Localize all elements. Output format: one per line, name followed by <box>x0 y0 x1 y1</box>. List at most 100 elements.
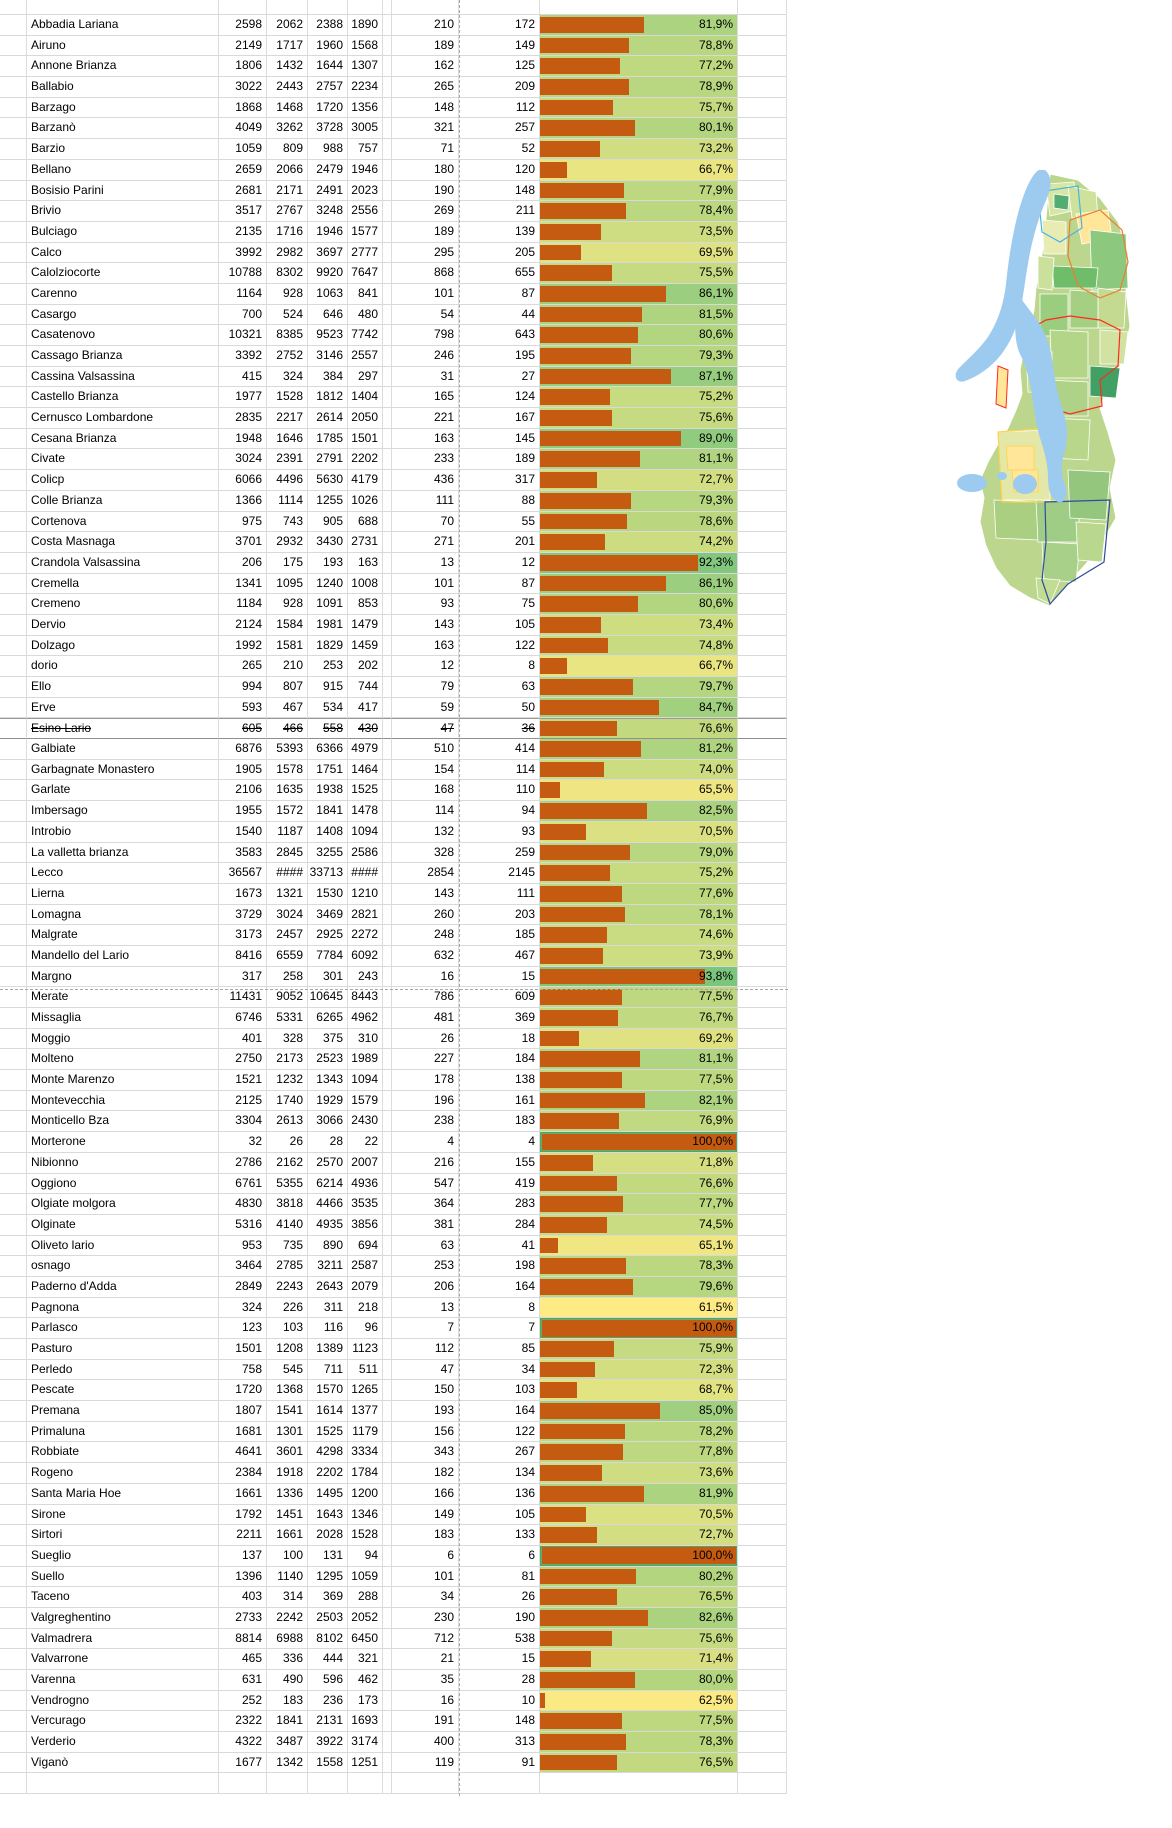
cell-row-margin[interactable] <box>0 180 27 202</box>
cell-v4[interactable]: 3174 <box>348 1732 383 1753</box>
cell-row-margin[interactable] <box>0 1732 27 1753</box>
cell-v5[interactable]: 35 <box>392 1670 459 1691</box>
cell-empty[interactable] <box>348 0 383 15</box>
cell-percent-bar[interactable]: 68,7% <box>540 1380 738 1402</box>
cell-v2[interactable]: 2066 <box>267 159 308 181</box>
cell-v3[interactable]: 534 <box>308 697 348 719</box>
cell-row-margin[interactable] <box>0 1318 27 1339</box>
cell-comune[interactable]: Abbadia Lariana <box>27 15 219 36</box>
cell-v3[interactable]: 2791 <box>308 449 348 471</box>
cell-v5[interactable]: 63 <box>392 1235 459 1257</box>
cell-comune[interactable]: Valgreghentino <box>27 1607 219 1629</box>
cell-v6[interactable]: 88 <box>459 490 540 512</box>
cell-comune[interactable]: Cassina Valsassina <box>27 366 219 388</box>
cell-v4[interactable]: 1568 <box>348 35 383 57</box>
cell-comune[interactable]: Monte Marenzo <box>27 1070 219 1091</box>
cell-v4[interactable]: 94 <box>348 1545 383 1567</box>
cell-empty-right[interactable] <box>738 159 787 181</box>
cell-percent-bar[interactable]: 78,4% <box>540 201 738 222</box>
cell-v5[interactable]: 162 <box>392 56 459 78</box>
cell-percent-bar[interactable]: 74,5% <box>540 1214 738 1236</box>
cell-v3[interactable]: 6214 <box>308 1173 348 1195</box>
cell-v1[interactable]: 1366 <box>219 490 267 512</box>
cell-empty-right[interactable] <box>738 1587 787 1608</box>
cell-v2[interactable]: 1321 <box>267 883 308 905</box>
cell-v6[interactable]: 284 <box>459 1214 540 1236</box>
cell-v4[interactable]: 1464 <box>348 759 383 781</box>
cell-v1[interactable]: 1720 <box>219 1380 267 1402</box>
cell-percent-bar[interactable]: 78,3% <box>540 1732 738 1753</box>
cell-v3[interactable]: 1408 <box>308 821 348 843</box>
cell-empty[interactable] <box>383 1773 392 1795</box>
cell-spacer[interactable] <box>383 304 392 326</box>
cell-v6[interactable]: 136 <box>459 1483 540 1505</box>
cell-v6[interactable]: 195 <box>459 346 540 367</box>
cell-empty-right[interactable] <box>738 325 787 346</box>
cell-row-margin[interactable] <box>0 1173 27 1195</box>
cell-v2[interactable]: 6988 <box>267 1628 308 1650</box>
cell-v6[interactable]: 87 <box>459 283 540 305</box>
cell-row-margin[interactable] <box>0 1090 27 1112</box>
cell-comune[interactable]: Morterone <box>27 1132 219 1153</box>
cell-comune[interactable]: Perledo <box>27 1359 219 1381</box>
cell-comune[interactable]: Pasturo <box>27 1339 219 1360</box>
cell-v5[interactable]: 216 <box>392 1152 459 1174</box>
cell-comune[interactable]: Casargo <box>27 304 219 326</box>
cell-comune[interactable]: Paderno d'Adda <box>27 1276 219 1298</box>
cell-spacer[interactable] <box>383 139 392 160</box>
cell-v2[interactable]: 2752 <box>267 346 308 367</box>
cell-v5[interactable]: 148 <box>392 97 459 119</box>
cell-comune[interactable]: Oliveto lario <box>27 1235 219 1257</box>
cell-v4[interactable]: 1026 <box>348 490 383 512</box>
cell-v5[interactable]: 163 <box>392 428 459 450</box>
cell-percent-bar[interactable]: 61,5% <box>540 1297 738 1319</box>
cell-spacer[interactable] <box>383 159 392 181</box>
cell-v3[interactable]: 711 <box>308 1359 348 1381</box>
cell-percent-bar[interactable]: 76,9% <box>540 1111 738 1133</box>
cell-v5[interactable]: 193 <box>392 1401 459 1422</box>
cell-v4[interactable]: 1200 <box>348 1483 383 1505</box>
cell-v1[interactable]: 465 <box>219 1649 267 1670</box>
cell-v4[interactable]: 297 <box>348 366 383 388</box>
cell-spacer[interactable] <box>383 1504 392 1526</box>
cell-comune[interactable]: Merate <box>27 987 219 1008</box>
cell-spacer[interactable] <box>383 677 392 698</box>
cell-v3[interactable]: 3922 <box>308 1732 348 1753</box>
cell-v6[interactable]: 27 <box>459 366 540 388</box>
cell-empty-right[interactable] <box>738 677 787 698</box>
cell-v3[interactable]: 384 <box>308 366 348 388</box>
cell-v3[interactable]: 369 <box>308 1587 348 1608</box>
cell-comune[interactable]: Ello <box>27 677 219 698</box>
cell-spacer[interactable] <box>383 366 392 388</box>
cell-spacer[interactable] <box>383 15 392 36</box>
cell-percent-bar[interactable]: 71,4% <box>540 1649 738 1670</box>
cell-v3[interactable]: 6265 <box>308 1008 348 1029</box>
cell-comune[interactable]: Bellano <box>27 159 219 181</box>
cell-comune[interactable]: Barzanò <box>27 118 219 140</box>
cell-empty[interactable] <box>0 1773 27 1795</box>
cell-v3[interactable]: 1558 <box>308 1752 348 1774</box>
cell-v1[interactable]: 137 <box>219 1545 267 1567</box>
cell-v1[interactable]: 2322 <box>219 1711 267 1733</box>
cell-comune[interactable]: Erve <box>27 697 219 719</box>
cell-percent-bar[interactable]: 75,2% <box>540 863 738 884</box>
cell-v1[interactable]: 5316 <box>219 1214 267 1236</box>
cell-v3[interactable]: 3146 <box>308 346 348 367</box>
cell-v5[interactable]: 21 <box>392 1649 459 1670</box>
cell-v1[interactable]: 593 <box>219 697 267 719</box>
cell-v2[interactable]: 743 <box>267 511 308 533</box>
cell-comune[interactable]: Cassago Brianza <box>27 346 219 367</box>
cell-v5[interactable]: 206 <box>392 1276 459 1298</box>
cell-comune[interactable]: Barzago <box>27 97 219 119</box>
cell-percent-bar[interactable]: 66,7% <box>540 159 738 181</box>
cell-v6[interactable]: 12 <box>459 552 540 574</box>
cell-v3[interactable]: 2479 <box>308 159 348 181</box>
cell-spacer[interactable] <box>383 1401 392 1422</box>
cell-v2[interactable]: 1584 <box>267 614 308 636</box>
cell-percent-bar[interactable]: 76,5% <box>540 1587 738 1608</box>
cell-spacer[interactable] <box>383 283 392 305</box>
cell-empty-right[interactable] <box>738 221 787 243</box>
cell-v4[interactable]: 218 <box>348 1297 383 1319</box>
cell-spacer[interactable] <box>383 242 392 264</box>
cell-v2[interactable]: 210 <box>267 656 308 677</box>
